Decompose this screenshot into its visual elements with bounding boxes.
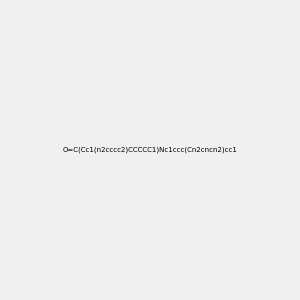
Text: O=C(Cc1(n2cccc2)CCCCC1)Nc1ccc(Cn2cncn2)cc1: O=C(Cc1(n2cccc2)CCCCC1)Nc1ccc(Cn2cncn2)c…	[63, 147, 237, 153]
